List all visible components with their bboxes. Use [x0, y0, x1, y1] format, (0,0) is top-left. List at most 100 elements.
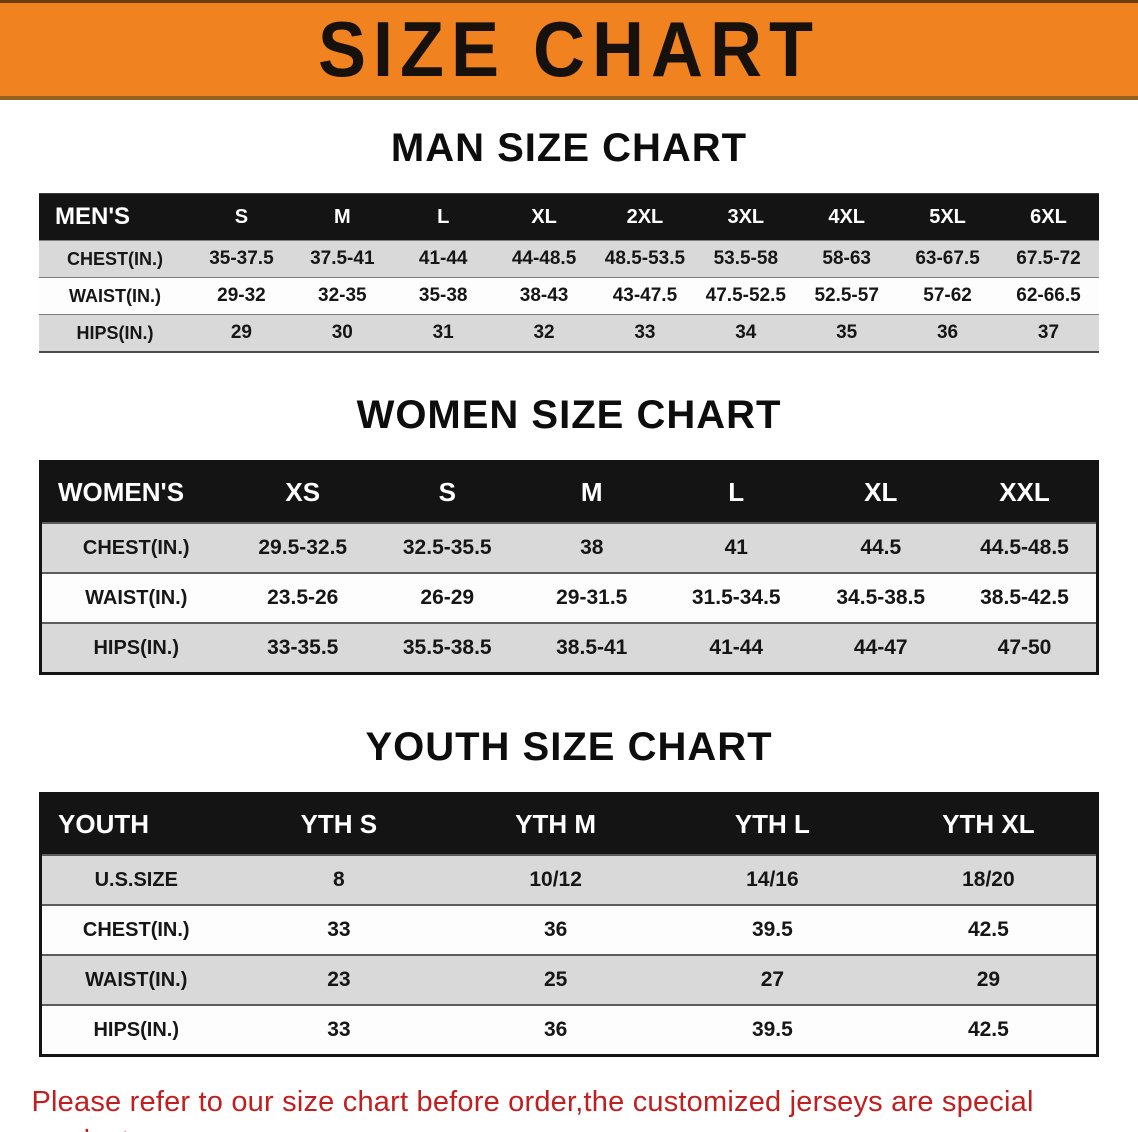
- size-column-header: YTH L: [664, 793, 881, 855]
- size-value-cell: 37: [998, 314, 1099, 352]
- size-value-cell: 43-47.5: [594, 277, 696, 315]
- size-column-header: M: [291, 193, 393, 241]
- size-column-header: S: [191, 193, 292, 241]
- size-value-cell: 38: [519, 522, 664, 573]
- row-label-cell: WAIST(IN.): [39, 277, 191, 315]
- row-label-cell: WAIST(IN.): [40, 572, 231, 623]
- row-label-cell: WAIST(IN.): [40, 954, 231, 1005]
- size-value-cell: 53.5-58: [695, 240, 797, 278]
- size-value-cell: 41-44: [664, 622, 809, 674]
- order-notice: Please refer to our size chart before or…: [32, 1083, 1107, 1132]
- table-header-row: YOUTH YTH S YTH M YTH L YTH XL: [40, 793, 1098, 855]
- table-title-cell: MEN'S: [39, 193, 191, 241]
- mens-size-table: MEN'S S M L XL 2XL 3XL 4XL 5XL 6XL CHEST(IN.) 35-37…: [39, 193, 1099, 353]
- size-value-cell: 38.5-42.5: [953, 572, 1098, 623]
- size-column-header: XL: [808, 461, 953, 523]
- row-label-cell: CHEST(IN.): [40, 522, 231, 573]
- table-title-cell: YOUTH: [40, 793, 231, 855]
- size-value-cell: 39.5: [664, 1004, 881, 1056]
- youth-size-chart-heading: YOUTH SIZE CHART: [365, 725, 773, 769]
- size-value-cell: 36: [447, 1004, 664, 1056]
- size-column-header: 6XL: [998, 193, 1099, 241]
- youth-size-chart-section: YOUTH SIZE CHART YOUTH YTH S YTH M YTH L YTH…: [0, 725, 1138, 1057]
- size-column-header: 3XL: [695, 193, 797, 241]
- row-label-cell: HIPS(IN.): [39, 314, 191, 352]
- size-value-cell: 29: [880, 954, 1098, 1005]
- size-value-cell: 52.5-57: [796, 277, 898, 315]
- size-value-cell: 34.5-38.5: [808, 572, 953, 623]
- table-title-cell: WOMEN'S: [40, 461, 231, 523]
- size-value-cell: 47-50: [953, 622, 1098, 674]
- size-value-cell: 36: [897, 314, 998, 352]
- women-size-chart-section: WOMEN SIZE CHART WOMEN'S XS S M L XL XXL CHEST(…: [0, 393, 1138, 675]
- size-value-cell: 26-29: [375, 572, 520, 623]
- size-value-cell: 44-47: [808, 622, 953, 674]
- size-value-cell: 47.5-52.5: [695, 277, 797, 315]
- size-column-header: YTH S: [230, 793, 448, 855]
- table-row: WAIST(IN.) 23 25 27 29: [40, 954, 1098, 1005]
- table-header-row: WOMEN'S XS S M L XL XXL: [40, 461, 1098, 523]
- size-value-cell: 31.5-34.5: [664, 572, 809, 623]
- size-column-header: XL: [493, 193, 595, 241]
- table-row: CHEST(IN.) 35-37.5 37.5-41 41-44 44-48.5 48.5…: [39, 240, 1099, 278]
- table-row: WAIST(IN.) 23.5-26 26-29 29-31.5 31.5-34.5 34…: [40, 572, 1098, 623]
- size-chart-banner: SIZE CHART: [0, 0, 1138, 100]
- womens-size-table: WOMEN'S XS S M L XL XXL CHEST(IN.) 29.5-32.5 32.5…: [39, 460, 1099, 675]
- size-column-header: 2XL: [594, 193, 696, 241]
- youth-size-table: YOUTH YTH S YTH M YTH L YTH XL U.S.SIZE 8 10/12…: [39, 792, 1099, 1057]
- table-row: U.S.SIZE 8 10/12 14/16 18/20: [40, 854, 1098, 905]
- size-value-cell: 8: [230, 854, 448, 905]
- size-value-cell: 32: [493, 314, 595, 352]
- size-column-header: 4XL: [796, 193, 898, 241]
- size-value-cell: 41-44: [392, 240, 494, 278]
- order-notice-line-1: Please refer to our size chart before or…: [31, 1086, 1034, 1132]
- row-label-cell: HIPS(IN.): [40, 1004, 231, 1056]
- size-value-cell: 25: [447, 954, 664, 1005]
- size-value-cell: 42.5: [880, 1004, 1098, 1056]
- size-column-header: 5XL: [897, 193, 998, 241]
- size-column-header: XS: [230, 461, 375, 523]
- size-column-header: L: [392, 193, 494, 241]
- size-value-cell: 44.5-48.5: [953, 522, 1098, 573]
- table-row: CHEST(IN.) 29.5-32.5 32.5-35.5 38 41 44.5 44.5…: [40, 522, 1098, 573]
- row-label-cell: CHEST(IN.): [40, 904, 231, 955]
- size-value-cell: 35: [796, 314, 898, 352]
- size-column-header: XXL: [953, 461, 1098, 523]
- size-value-cell: 29.5-32.5: [230, 522, 375, 573]
- size-value-cell: 42.5: [880, 904, 1098, 955]
- size-column-header: M: [519, 461, 664, 523]
- man-size-chart-heading: MAN SIZE CHART: [390, 126, 748, 170]
- size-value-cell: 44.5: [808, 522, 953, 573]
- size-value-cell: 35.5-38.5: [375, 622, 520, 674]
- size-value-cell: 37.5-41: [291, 240, 393, 278]
- size-value-cell: 29-32: [191, 277, 292, 315]
- banner-title: SIZE CHART: [318, 6, 820, 93]
- size-value-cell: 32.5-35.5: [375, 522, 520, 573]
- size-value-cell: 58-63: [796, 240, 898, 278]
- table-row: HIPS(IN.) 33 36 39.5 42.5: [40, 1004, 1098, 1056]
- size-value-cell: 35-38: [392, 277, 494, 315]
- table-row: HIPS(IN.) 29 30 31 32 33 34 35 36 37: [39, 314, 1099, 352]
- table-row: CHEST(IN.) 33 36 39.5 42.5: [40, 904, 1098, 955]
- size-value-cell: 48.5-53.5: [594, 240, 696, 278]
- size-value-cell: 29-31.5: [519, 572, 664, 623]
- size-value-cell: 38-43: [493, 277, 595, 315]
- size-value-cell: 67.5-72: [998, 240, 1099, 278]
- man-size-chart-section: MAN SIZE CHART MEN'S S M L XL 2XL 3XL 4XL 5XL 6XL…: [0, 126, 1138, 353]
- size-value-cell: 57-62: [897, 277, 998, 315]
- size-column-header: YTH XL: [880, 793, 1098, 855]
- size-column-header: YTH M: [447, 793, 664, 855]
- size-value-cell: 44-48.5: [493, 240, 595, 278]
- row-label-cell: CHEST(IN.): [39, 240, 191, 278]
- size-value-cell: 23.5-26: [230, 572, 375, 623]
- size-value-cell: 10/12: [447, 854, 664, 905]
- size-value-cell: 35-37.5: [191, 240, 292, 278]
- table-row: HIPS(IN.) 33-35.5 35.5-38.5 38.5-41 41-44 44-…: [40, 622, 1098, 674]
- size-value-cell: 31: [392, 314, 494, 352]
- size-column-header: L: [664, 461, 809, 523]
- size-value-cell: 32-35: [291, 277, 393, 315]
- size-value-cell: 36: [447, 904, 664, 955]
- table-row: WAIST(IN.) 29-32 32-35 35-38 38-43 43-47.5 47.…: [39, 277, 1099, 315]
- size-value-cell: 63-67.5: [897, 240, 998, 278]
